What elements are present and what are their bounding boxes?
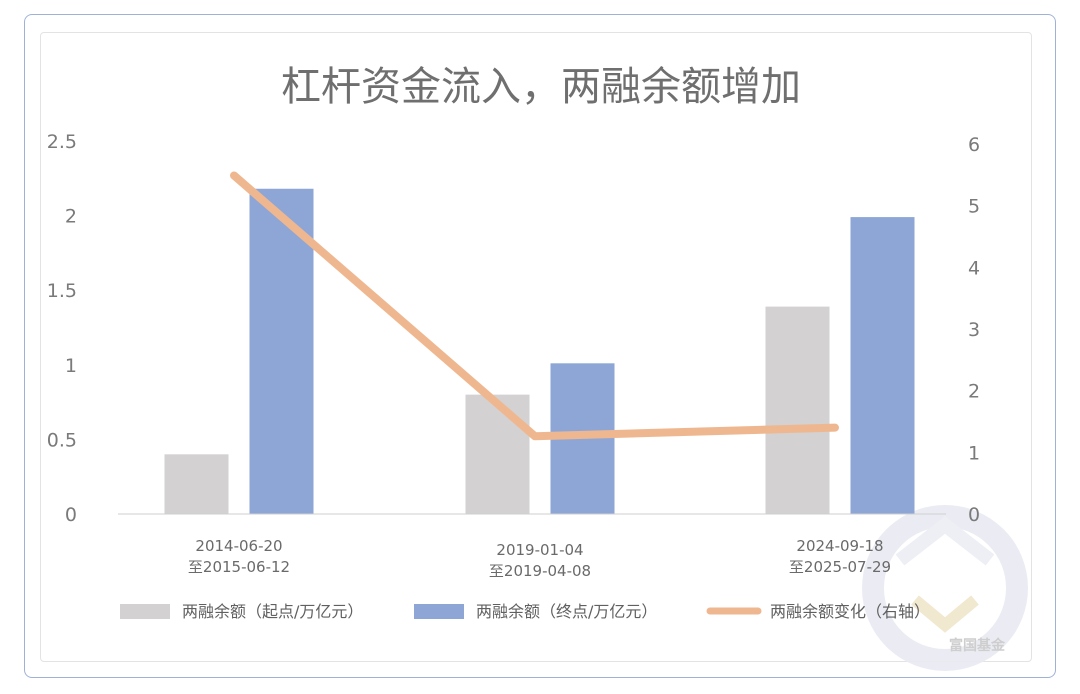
- y-right-tick-label: 3: [968, 319, 980, 341]
- y-right-tick-label: 2: [968, 381, 980, 403]
- y-left-tick-label: 1: [65, 355, 77, 377]
- y-left-tick-label: 2.5: [47, 131, 77, 153]
- bar-start-balance: [465, 394, 530, 514]
- bar-start-balance: [765, 306, 830, 514]
- outer-frame: [24, 14, 1056, 678]
- y-right-axis: 0 1 2 3 4 5 6: [968, 134, 980, 526]
- x-axis: 2014-06-20 至2015-06-12 2019-01-04 至2019-04-…: [188, 537, 891, 580]
- y-right-tick-label: 1: [968, 442, 980, 464]
- x-tick-label: 至2025-07-29: [789, 558, 891, 576]
- x-tick-label: 2014-06-20: [195, 537, 282, 555]
- bar-start-balance: [164, 454, 229, 514]
- fullgoal-logo-icon: [862, 505, 1028, 671]
- y-left-tick-label: 0.5: [47, 429, 77, 451]
- x-tick-label: 至2019-04-08: [489, 562, 591, 580]
- chart-title: 杠杆资金流入，两融余额增加: [281, 64, 801, 110]
- y-left-tick-label: 2: [65, 206, 77, 228]
- line-balance-change: [230, 171, 839, 441]
- x-tick-label: 2024-09-18: [796, 537, 883, 555]
- y-left-tick-label: 1.5: [47, 280, 77, 302]
- bars: [164, 188, 915, 515]
- y-right-tick-label: 0: [968, 504, 980, 526]
- bar-end-balance: [850, 217, 915, 515]
- chart-card: [40, 32, 1032, 662]
- watermark: 富国基金: [862, 505, 1028, 671]
- y-left-axis: 0 0.5 1 1.5 2 2.5: [47, 131, 77, 526]
- legend-label: 两融余额变化（右轴）: [770, 602, 930, 621]
- y-right-tick-label: 5: [968, 196, 980, 218]
- legend-label: 两融余额（终点/万亿元）: [476, 602, 657, 621]
- y-right-tick-label: 4: [968, 257, 980, 279]
- legend-label: 两融余额（起点/万亿元）: [182, 602, 363, 621]
- y-left-tick-label: 0: [65, 504, 77, 526]
- legend-swatch: [120, 604, 170, 619]
- watermark-text: 富国基金: [949, 637, 1006, 654]
- bar-end-balance: [249, 188, 314, 514]
- line-series: [230, 171, 839, 441]
- x-tick-label: 至2015-06-12: [188, 558, 290, 576]
- y-right-tick-label: 6: [968, 134, 980, 156]
- x-tick-label: 2019-01-04: [496, 541, 583, 559]
- legend: 两融余额（起点/万亿元） 两融余额（终点/万亿元） 两融余额变化（右轴）: [120, 602, 930, 621]
- legend-swatch: [414, 604, 464, 619]
